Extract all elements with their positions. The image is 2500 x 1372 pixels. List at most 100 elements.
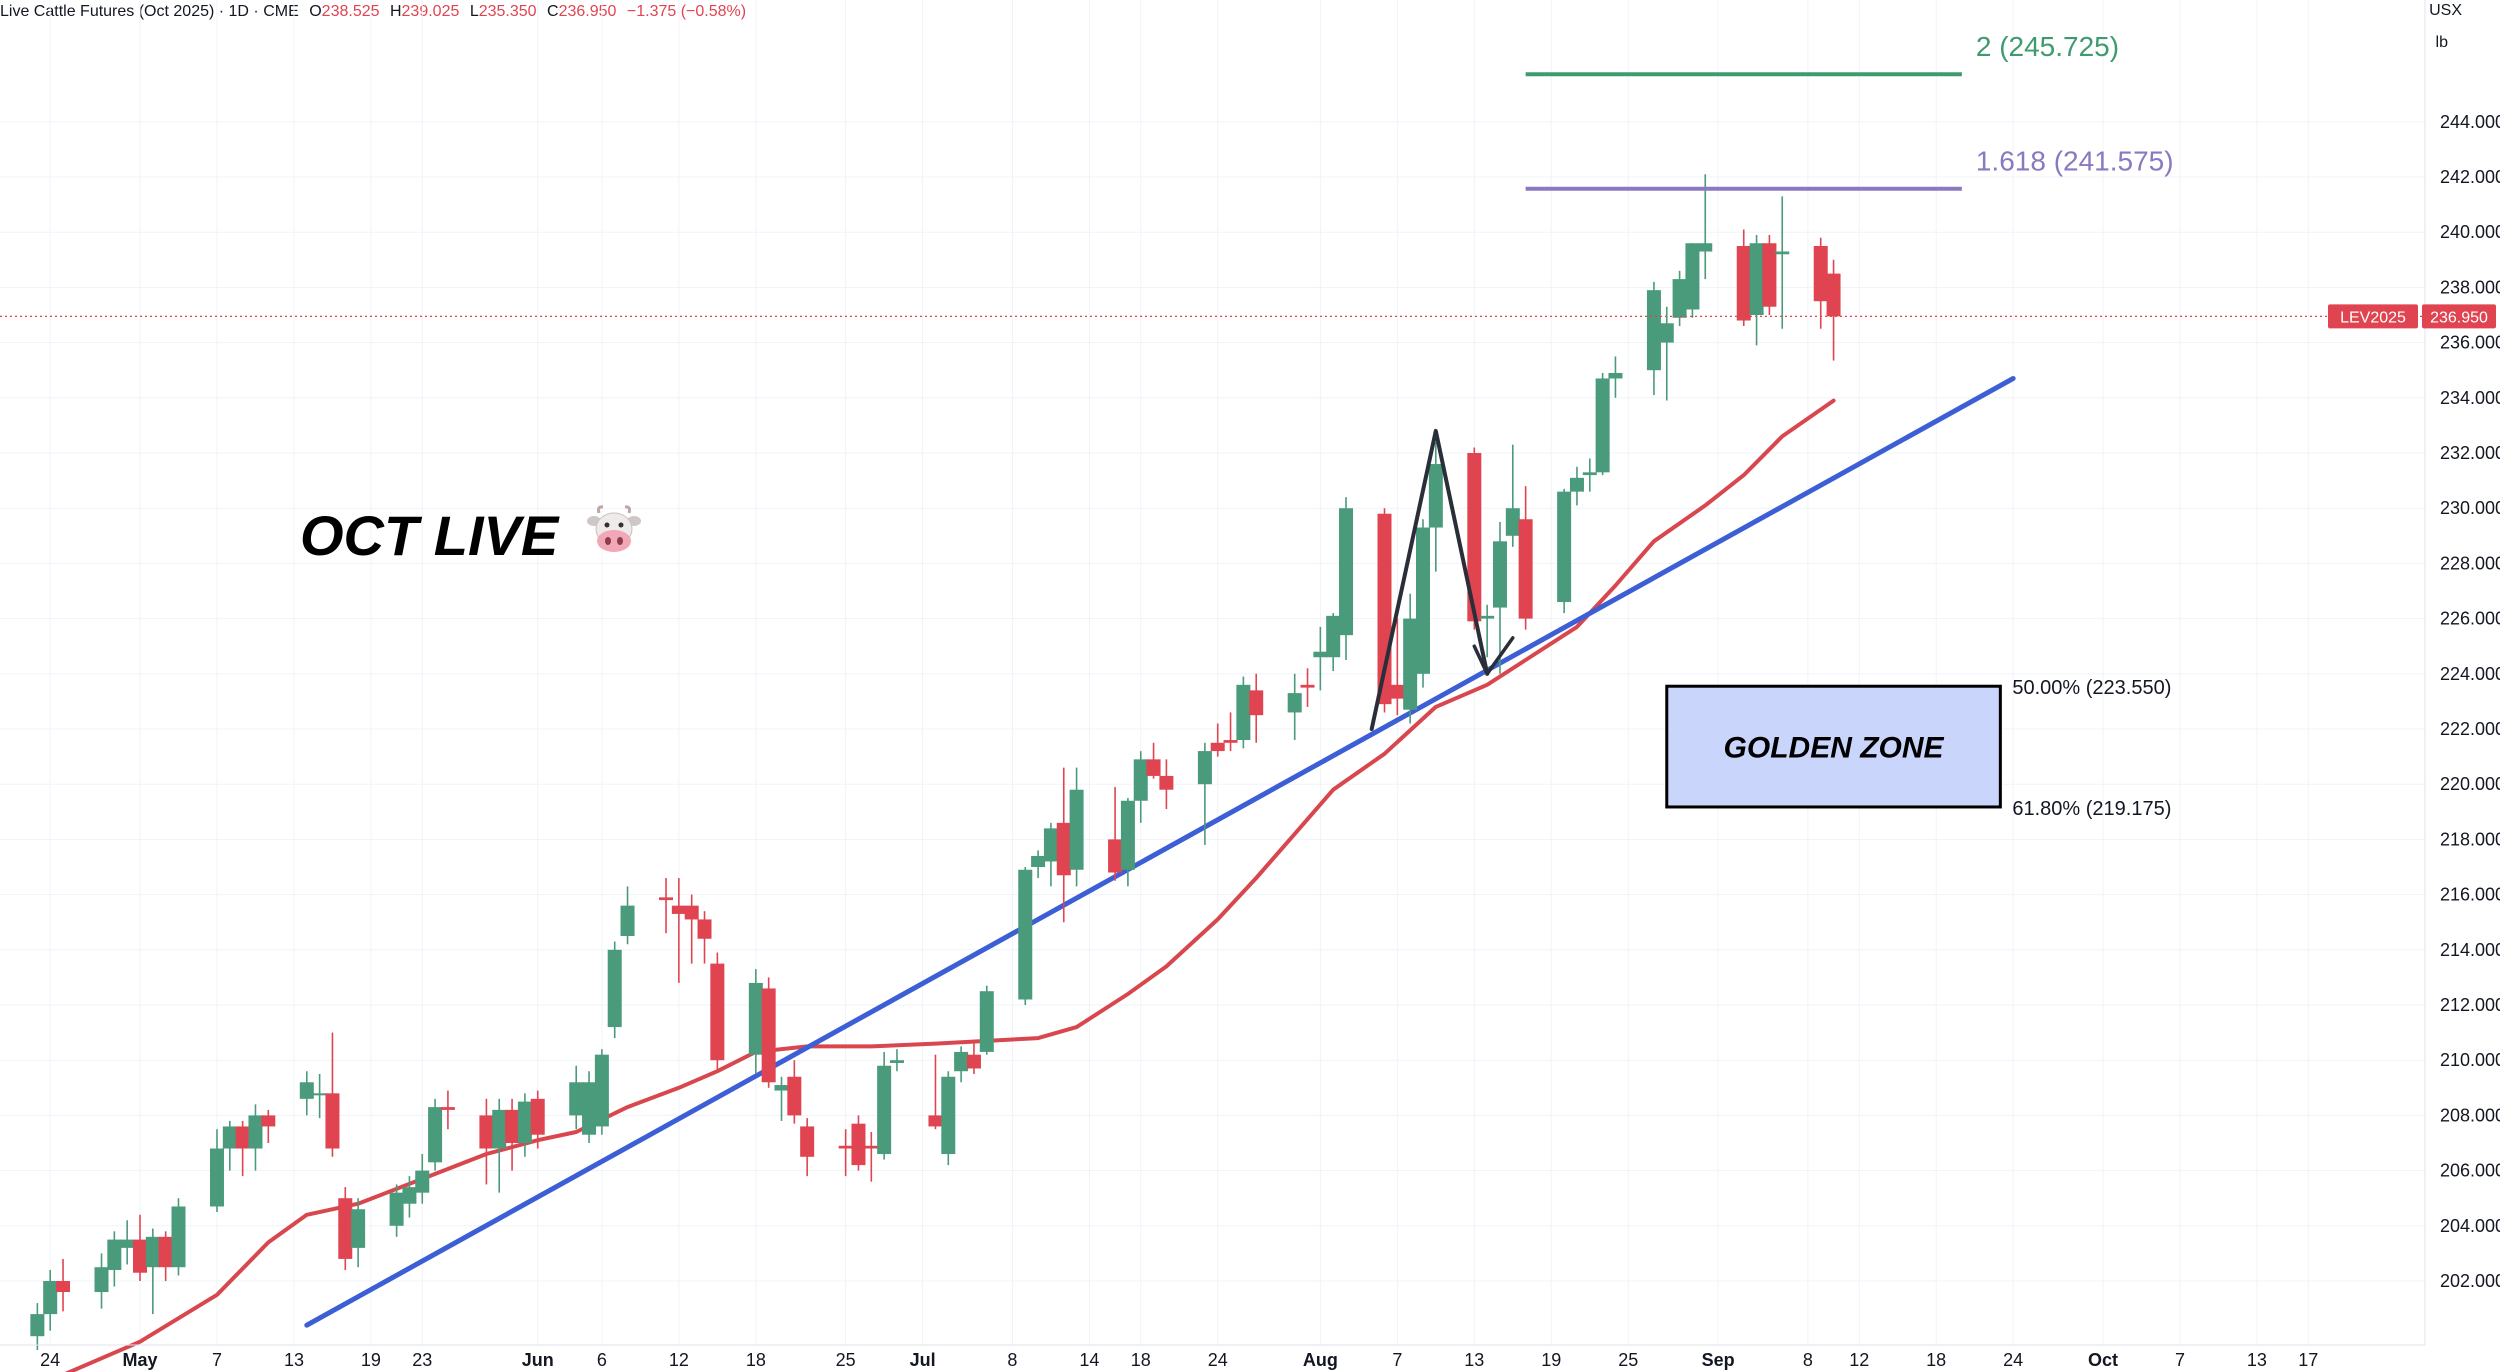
y-tick-label: 224.000 [2440, 664, 2500, 684]
chart-title: OCT LIVE [300, 504, 560, 567]
y-tick-label: 216.000 [2440, 885, 2500, 905]
y-tick-label: 206.000 [2440, 1161, 2500, 1181]
unit-bottom[interactable]: lb [2435, 34, 2448, 51]
candle-body [710, 963, 725, 1061]
candle-body [569, 1082, 584, 1116]
candle-body [979, 991, 994, 1052]
x-tick-label: 13 [2247, 1350, 2267, 1370]
trend-line-layer[interactable] [304, 375, 2016, 1328]
y-tick-label: 220.000 [2440, 774, 2500, 794]
high-value: 239.025 [401, 3, 460, 20]
candle-body [222, 1126, 237, 1149]
x-axis[interactable]: 24 May 7 13 19 23 Jun 6 12 18 25 Jul 8 14 18 24 Aug 7 13 19… [0, 1344, 2425, 1370]
y-tick-label: 212.000 [2440, 995, 2500, 1015]
candle-body [928, 1115, 943, 1127]
candle-body [120, 1239, 135, 1248]
candle-body [351, 1209, 366, 1248]
candle-body [889, 1060, 904, 1063]
x-tick-label: Jul [910, 1350, 936, 1370]
x-tick-label: 8 [1803, 1350, 1813, 1370]
candle-body [1043, 828, 1058, 862]
x-tick-label: 25 [1618, 1350, 1638, 1370]
annotation-layer[interactable] [1369, 428, 1515, 731]
candle-body [145, 1236, 160, 1268]
candle-body [1300, 684, 1315, 688]
candle-body [1518, 519, 1533, 619]
candle-body [1249, 690, 1264, 716]
golden-zone-label: GOLDEN ZONE [1724, 732, 1945, 765]
x-tick-label: 12 [1849, 1350, 1869, 1370]
y-tick-label: 228.000 [2440, 553, 2500, 573]
candle-body [620, 905, 635, 936]
candle-body [851, 1123, 866, 1166]
candle-body [1146, 759, 1161, 776]
x-tick-label: 18 [1926, 1350, 1946, 1370]
symbol-title[interactable]: Live Cattle Futures (Oct 2025) · 1D · CM… [0, 3, 299, 20]
symbol-tag-bg [2328, 304, 2418, 329]
candle-body [440, 1107, 455, 1110]
x-tick-label: 24 [40, 1350, 60, 1370]
candle-body [171, 1206, 186, 1268]
candle-body [1762, 243, 1777, 307]
x-tick-label: 24 [1208, 1350, 1228, 1370]
candle-body [43, 1281, 58, 1315]
y-tick-label: 204.000 [2440, 1216, 2500, 1236]
candle-body [748, 982, 763, 1055]
candle-body [133, 1239, 147, 1273]
candle-body [1403, 618, 1418, 710]
candle-body [1646, 290, 1661, 371]
candle-body [594, 1054, 609, 1127]
x-tick-label: Jun [522, 1350, 554, 1370]
trend-line[interactable] [304, 375, 2016, 1328]
cow-nostril-left [605, 537, 611, 545]
candle-body [1197, 751, 1212, 785]
candle-body [1416, 527, 1430, 674]
candle-body [1390, 684, 1405, 699]
open-label: O [309, 3, 322, 20]
y-tick-label: 218.000 [2440, 829, 2500, 849]
y-tick-label: 238.000 [2440, 277, 2500, 297]
y-tick-label: 210.000 [2440, 1050, 2500, 1070]
candle-body [1108, 839, 1123, 873]
candle-body [774, 1085, 789, 1091]
unit-top[interactable]: USX [2429, 2, 2462, 19]
candle-body [389, 1192, 404, 1226]
candle-body [1159, 775, 1174, 790]
x-tick-label: Oct [2088, 1350, 2118, 1370]
cow-eye-right [618, 522, 624, 528]
candle-body [505, 1109, 520, 1143]
candle-body [530, 1098, 545, 1135]
fib-618-label: 61.80% (219.175) [2012, 798, 2171, 820]
y-axis[interactable]: 202.000 204.000 206.000 208.000 210.000 212.0… [2424, 0, 2500, 1345]
fib-levels-layer[interactable]: 2 (245.725) 1.618 (241.575) [1525, 31, 2174, 191]
open-value: 238.525 [321, 3, 380, 20]
golden-zone-box[interactable] [1665, 684, 2002, 809]
candle-body [1595, 378, 1610, 473]
candle-body [428, 1107, 443, 1163]
candle-body [659, 897, 674, 901]
golden-zone-layer[interactable]: GOLDEN ZONE 50.00% (223.550) 61.80% (219.1… [1665, 677, 2172, 820]
candle-body [1069, 789, 1084, 870]
candle-body [1608, 372, 1623, 379]
y-tick-label: 202.000 [2440, 1271, 2500, 1291]
price-tag-label: 236.950 [2430, 309, 2488, 326]
x-tick-label: 7 [212, 1350, 222, 1370]
candle-body [1749, 243, 1764, 315]
arrow-head[interactable] [1472, 636, 1515, 676]
zigzag-annotation[interactable] [1369, 428, 1490, 731]
candle-body [107, 1239, 122, 1270]
y-tick-label: 226.000 [2440, 609, 2500, 629]
x-tick-label: 18 [1131, 1350, 1151, 1370]
y-tick-label: 230.000 [2440, 498, 2500, 518]
candle-body [1685, 243, 1700, 310]
y-tick-label: 222.000 [2440, 719, 2500, 739]
candle-body [94, 1267, 109, 1293]
candle-body [158, 1236, 173, 1268]
candle-body [1428, 464, 1443, 528]
cow-eye-left [604, 522, 610, 528]
y-tick-label: 244.000 [2440, 112, 2500, 132]
x-tick-label: 13 [1464, 1350, 1484, 1370]
grid [0, 0, 2425, 1345]
